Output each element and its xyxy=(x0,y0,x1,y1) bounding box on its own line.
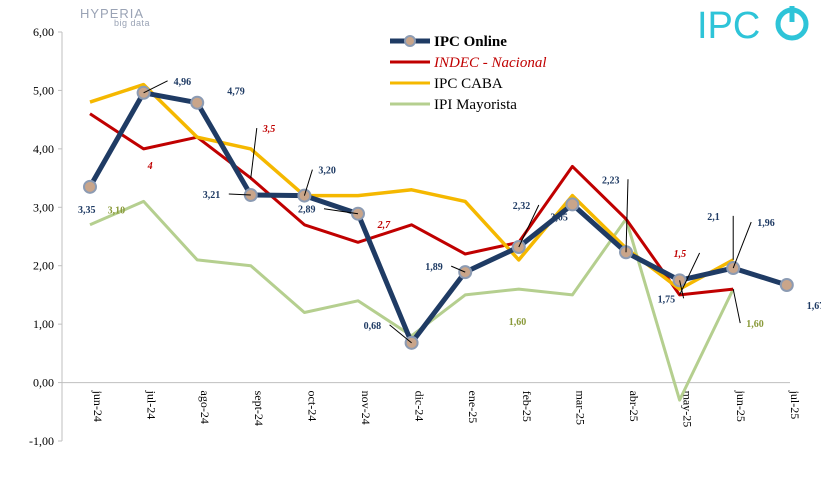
data-label: 1,60 xyxy=(746,319,764,330)
data-label: 3,35 xyxy=(78,205,96,216)
leader-lines xyxy=(143,80,752,344)
leader-line xyxy=(732,221,752,269)
leader-line xyxy=(250,128,258,179)
x-tick-label: sept-24 xyxy=(252,391,266,426)
y-tick-label: 0,00 xyxy=(33,376,54,390)
data-label: 1,89 xyxy=(425,262,443,273)
data-labels: 3,35 4,96 4,79 3,21 3,20 2,89 0,68 1,89 2,32 3,05… xyxy=(78,77,821,332)
data-label: 4 xyxy=(147,161,153,172)
leader-line xyxy=(143,80,168,94)
data-label: 4,79 xyxy=(227,87,245,98)
data-label: 2,32 xyxy=(513,201,531,212)
x-tick-label: jul-25 xyxy=(788,390,802,420)
leader-line xyxy=(303,169,313,196)
y-tick-label: 2,00 xyxy=(33,259,54,273)
data-label: 2,23 xyxy=(602,175,620,186)
ipc-logo-text: IPC xyxy=(697,5,760,47)
data-point-ipc-online xyxy=(779,277,794,292)
data-label: 3,10 xyxy=(108,205,126,216)
data-label: 1,75 xyxy=(658,294,676,305)
data-point-ipc-online xyxy=(190,95,205,110)
x-tick-label: jul-24 xyxy=(145,390,159,420)
x-tick-label: oct-24 xyxy=(305,391,319,422)
legend-label: IPI Mayorista xyxy=(434,97,517,113)
x-tick-label: jun-24 xyxy=(91,390,105,422)
series-line-ipc-online xyxy=(87,90,788,346)
data-label: 3,05 xyxy=(550,212,568,223)
x-tick-label: mar-25 xyxy=(573,391,587,425)
data-label: 4,96 xyxy=(174,77,192,88)
leader-line xyxy=(228,193,251,196)
data-label: 3,5 xyxy=(262,124,276,135)
axes: -1,00 0,00 1,00 2,00 3,00 4,00 5,00 6,00 jun-24 j… xyxy=(29,25,802,448)
data-point-ipc-online xyxy=(565,197,580,212)
leader-line xyxy=(323,208,359,215)
x-tick-label: ago-24 xyxy=(198,391,212,424)
y-tick-label: -1,00 xyxy=(29,434,54,448)
data-label: 2,7 xyxy=(377,220,392,231)
leader-line xyxy=(518,204,540,248)
x-tick-label: feb-25 xyxy=(520,391,534,422)
data-label: 1,60 xyxy=(509,317,527,328)
legend-label: INDEC - Nacional xyxy=(433,55,547,71)
x-tick-label: may-25 xyxy=(681,391,695,428)
series-line-indec-nacional xyxy=(89,112,734,297)
data-label: 0,68 xyxy=(364,321,382,332)
data-point-ipc-online xyxy=(83,179,97,194)
legend-marker xyxy=(404,35,416,47)
ipc-logo: IPC xyxy=(697,5,809,47)
x-tick-label: ene-25 xyxy=(466,391,480,424)
data-label: 1,5 xyxy=(674,249,687,260)
series-line-ipi-mayorista xyxy=(89,199,735,402)
data-label: 1,67 xyxy=(807,301,821,312)
legend-label: IPC CABA xyxy=(434,76,503,92)
data-label: 2,1 xyxy=(707,212,720,223)
x-tick-label: nov-24 xyxy=(359,391,373,425)
x-tick-label: abr-25 xyxy=(627,391,641,422)
leader-line xyxy=(732,288,741,324)
y-tick-label: 4,00 xyxy=(33,142,54,156)
brand-subtitle: big data xyxy=(114,18,151,28)
leader-line xyxy=(679,280,685,299)
legend: IPC Online INDEC - Nacional IPC CABA IPI Ma… xyxy=(390,34,547,113)
legend-label: IPC Online xyxy=(434,34,507,50)
y-tick-label: 6,00 xyxy=(33,25,54,39)
data-label: 2,89 xyxy=(298,205,316,216)
y-tick-label: 5,00 xyxy=(33,83,54,97)
brand-logo: HYPERIA big data xyxy=(80,6,150,28)
data-label: 3,20 xyxy=(318,166,336,177)
x-tick-label: dic-24 xyxy=(413,391,427,422)
leader-line xyxy=(389,324,412,344)
series-group xyxy=(83,82,794,402)
brand-name: HYPERIA xyxy=(80,6,145,21)
x-tick-label: jun-25 xyxy=(734,390,748,422)
leader-line xyxy=(679,252,701,296)
y-tick-label: 3,00 xyxy=(33,200,54,214)
y-tick-label: 1,00 xyxy=(33,317,54,331)
data-label: 1,96 xyxy=(757,218,775,229)
leader-line xyxy=(451,265,466,273)
leader-line xyxy=(625,179,629,253)
data-label: 3,21 xyxy=(203,190,221,201)
